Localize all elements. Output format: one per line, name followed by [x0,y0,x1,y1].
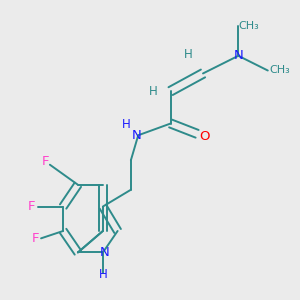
Text: N: N [132,129,142,142]
Text: O: O [199,130,210,143]
Text: H: H [122,118,131,130]
Text: H: H [184,48,193,61]
Text: F: F [42,155,49,168]
Text: N: N [233,49,243,62]
Text: H: H [98,268,107,281]
Text: CH₃: CH₃ [238,21,259,31]
Text: N: N [100,246,109,259]
Text: F: F [32,232,39,245]
Text: H: H [148,85,157,98]
Text: CH₃: CH₃ [269,65,290,76]
Text: F: F [28,200,35,213]
